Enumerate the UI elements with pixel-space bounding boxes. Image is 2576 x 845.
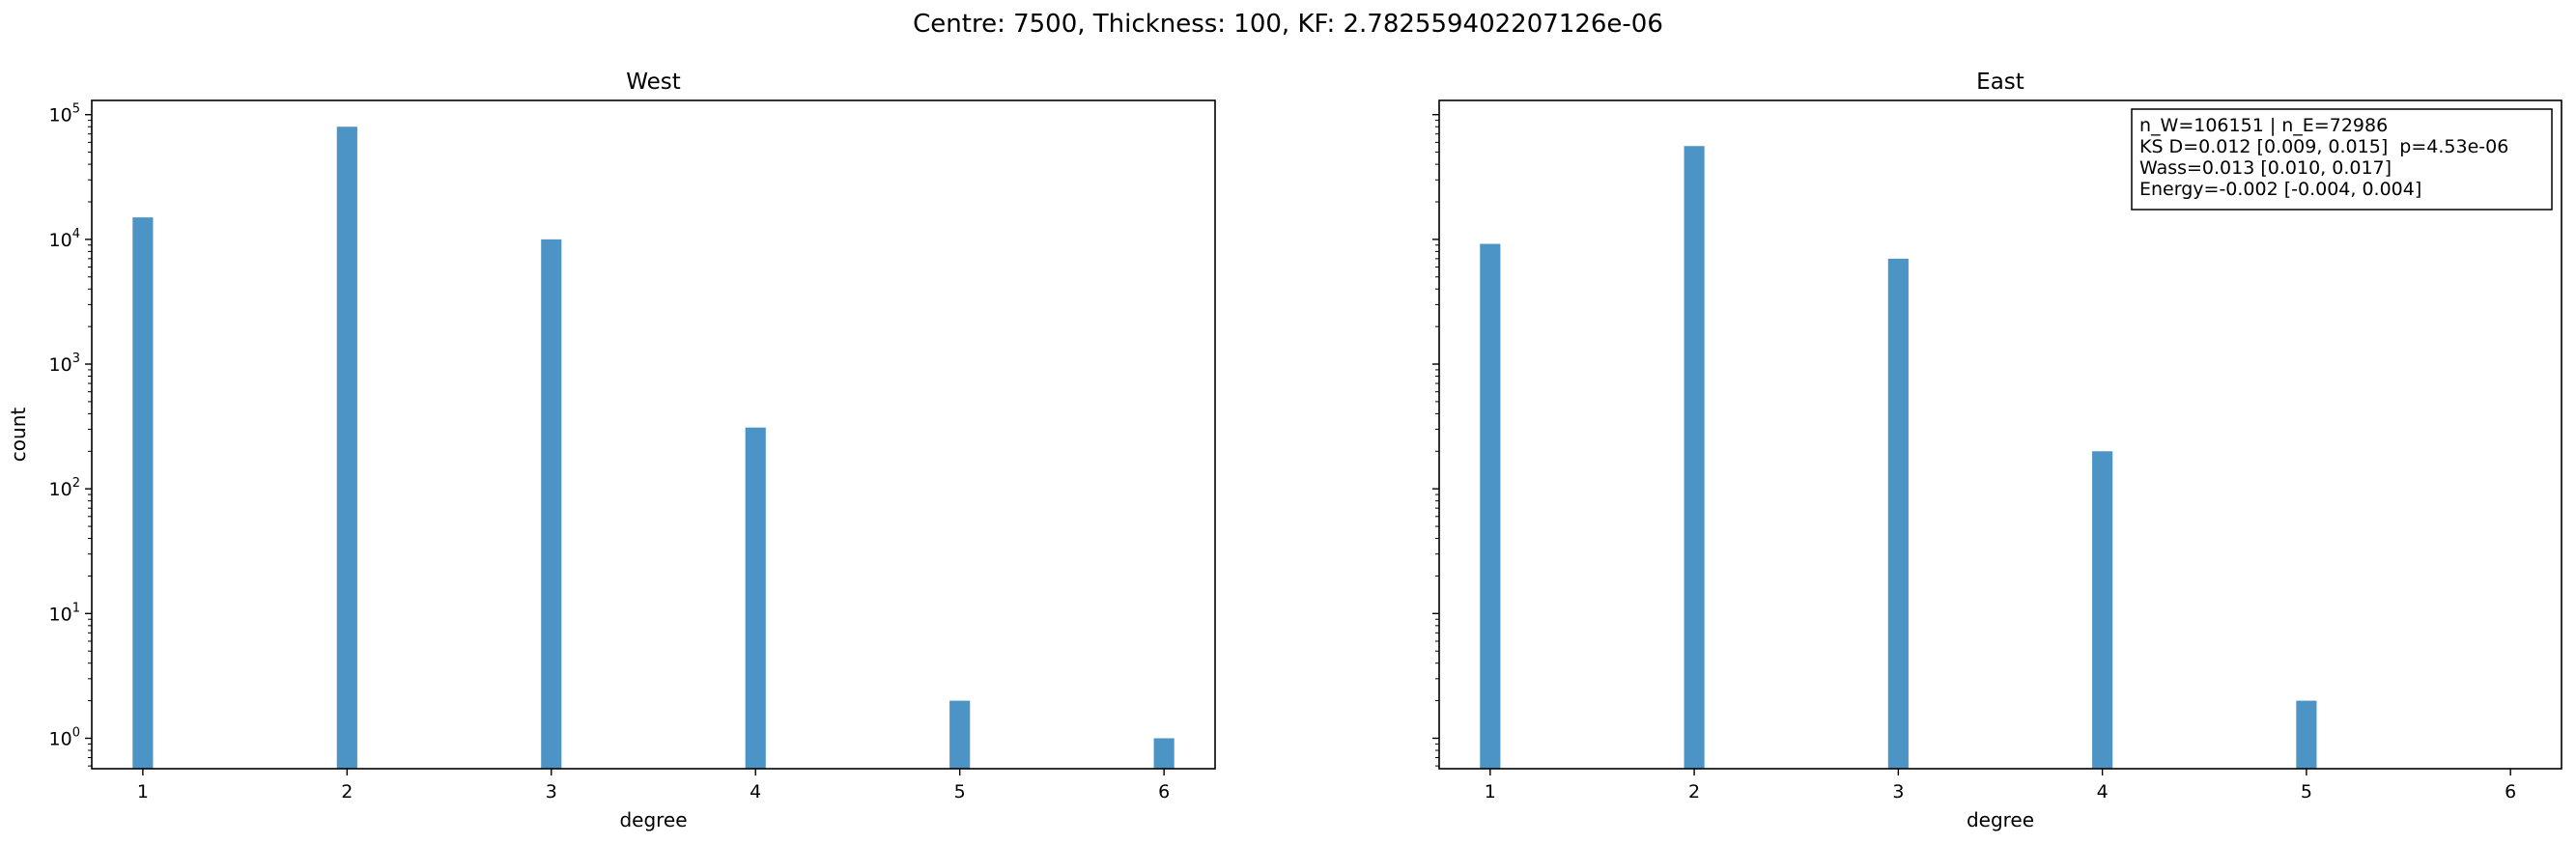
stats-annotation-line: Wass=0.013 [0.010, 0.017] bbox=[2139, 157, 2392, 179]
x-tick-label: 6 bbox=[1158, 781, 1170, 803]
stats-annotation-line: n_W=106151 | n_E=72986 bbox=[2139, 115, 2388, 136]
x-axis-label: degree bbox=[619, 808, 687, 831]
x-tick-label: 5 bbox=[954, 781, 966, 803]
x-tick-label: 2 bbox=[341, 781, 353, 803]
bar-west-degree-5 bbox=[949, 700, 971, 769]
y-tick-label: 100 bbox=[49, 725, 80, 749]
panel-title: West bbox=[626, 70, 681, 95]
bar-east-degree-5 bbox=[2296, 700, 2317, 769]
x-tick-label: 3 bbox=[546, 781, 557, 803]
bar-east-degree-1 bbox=[1480, 243, 1501, 769]
figure-title: Centre: 7500, Thickness: 100, KF: 2.7825… bbox=[913, 10, 1663, 39]
bar-east-degree-2 bbox=[1684, 146, 1705, 769]
x-tick-label: 2 bbox=[1688, 781, 1700, 803]
x-tick-label: 4 bbox=[750, 781, 761, 803]
bar-west-degree-2 bbox=[336, 127, 357, 769]
x-tick-label: 3 bbox=[1892, 781, 1904, 803]
bar-west-degree-1 bbox=[132, 217, 154, 769]
bar-west-degree-3 bbox=[541, 239, 562, 769]
x-tick-label: 1 bbox=[1485, 781, 1496, 803]
x-tick-label: 6 bbox=[2505, 781, 2516, 803]
stats-annotation-line: KS D=0.012 [0.009, 0.015] p=4.53e-06 bbox=[2139, 136, 2508, 157]
bar-west-degree-4 bbox=[745, 427, 766, 769]
y-tick-label: 103 bbox=[49, 352, 80, 376]
stats-annotation-line: Energy=-0.002 [-0.004, 0.004] bbox=[2139, 179, 2421, 200]
chart-panel-east: 1 2 3 4 5 6 East degree n_W=106151 | n_E=72986KS… bbox=[1432, 70, 2562, 831]
x-tick-label: 4 bbox=[2097, 781, 2109, 803]
chart-panel-west: 1 2 3 4 5 6 100 101 102 103 104 105 West degree count bbox=[7, 70, 1216, 831]
y-tick-label: 102 bbox=[49, 476, 80, 500]
y-tick-label: 105 bbox=[49, 102, 80, 127]
bar-west-degree-6 bbox=[1153, 738, 1175, 769]
bar-east-degree-3 bbox=[1887, 258, 1909, 769]
axes-frame bbox=[91, 99, 1216, 770]
y-tick-label: 101 bbox=[49, 601, 80, 625]
x-tick-label: 1 bbox=[137, 781, 149, 803]
panel-title: East bbox=[1976, 70, 2024, 95]
x-tick-label: 5 bbox=[2301, 781, 2312, 803]
y-tick-label: 104 bbox=[49, 227, 80, 251]
axes-frame bbox=[1438, 99, 2562, 770]
bar-east-degree-4 bbox=[2092, 451, 2113, 769]
y-axis-label: count bbox=[7, 408, 30, 463]
stats-annotation-box bbox=[2131, 108, 2553, 211]
x-axis-label: degree bbox=[1967, 808, 2034, 831]
